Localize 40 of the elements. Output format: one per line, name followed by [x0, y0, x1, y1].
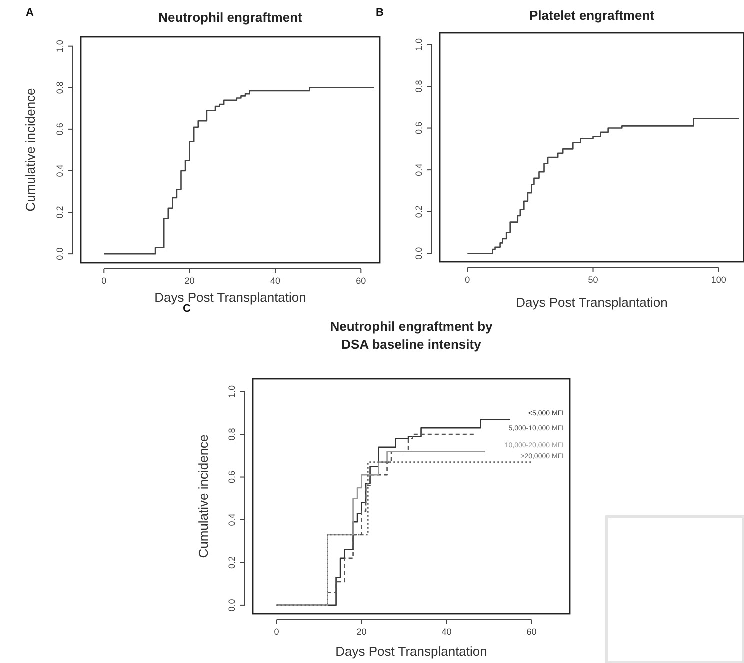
y-tick-label: 0.0 [414, 247, 424, 260]
y-axis-title: Cumulative incidence [23, 88, 38, 212]
y-tick-label: 0.0 [227, 599, 237, 612]
y-tick-label: 0.8 [55, 82, 65, 94]
chart-title: Neutrophil engraftment by DSA baseline intensity [330, 319, 494, 352]
text: C [183, 303, 191, 315]
x-tick-label: 50 [588, 275, 598, 285]
x-axis-title: Days Post Transplantation [516, 295, 668, 310]
x-tick-label: 20 [356, 627, 367, 637]
y-tick-label: 0.6 [227, 471, 237, 484]
y-axis-title: Cumulative incidence [196, 434, 211, 558]
y-tick-label: 0.8 [227, 428, 237, 441]
y-tick-label: 0.4 [414, 164, 424, 176]
y-tick-label: 1.0 [227, 386, 237, 398]
x-axis-title: Days Post Transplantation [154, 290, 306, 305]
chart-title: Neutrophil engraftment [158, 10, 304, 25]
y-tick-label: 0.8 [414, 80, 424, 93]
y-tick-label: 0.6 [55, 123, 65, 136]
y-tick-label: 1.0 [414, 38, 424, 51]
x-tick-label: 60 [356, 276, 366, 286]
x-tick-label: 20 [184, 276, 195, 286]
x-tick-label: 60 [526, 627, 537, 637]
x-axis-title: Days Post Transplantation [336, 644, 488, 659]
x-tick-label: 100 [711, 275, 726, 285]
y-tick-label: 0.2 [55, 206, 65, 219]
y-tick-label: 0.0 [55, 248, 65, 260]
y-tick-label: 1.0 [55, 40, 65, 53]
chart-title: Platelet engraftment [530, 8, 656, 23]
y-tick-label: 0.4 [227, 514, 237, 526]
text: B [376, 7, 384, 19]
x-tick-label: 40 [442, 627, 452, 637]
x-tick-label: 40 [270, 276, 280, 286]
x-tick-label: 0 [102, 276, 107, 286]
text: A [26, 7, 34, 19]
y-tick-label: 0.4 [55, 164, 65, 178]
y-tick-label: 0.2 [227, 556, 237, 569]
x-tick-label: 0 [465, 275, 470, 285]
x-tick-label: 0 [274, 627, 280, 637]
y-tick-label: 0.2 [414, 206, 424, 218]
y-tick-label: 0.6 [414, 122, 424, 135]
